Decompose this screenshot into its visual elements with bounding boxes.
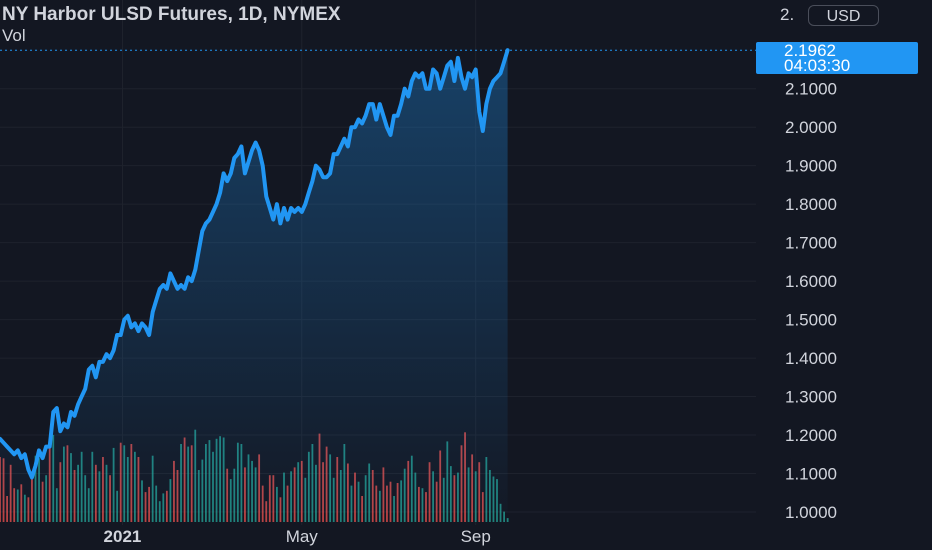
time-axis: 2021 May Sep [104,527,491,546]
price-tick-label: 1.8000 [785,195,837,214]
price-line [0,48,510,480]
bar-countdown: 04:03:30 [784,56,851,75]
price-tick-label: 1.5000 [785,311,837,330]
chart-legend: NY Harbor ULSD Futures, 1D, NYMEX Vol [2,4,341,46]
price-axis-partial-label: 2. [780,5,794,24]
price-tick-label: 1.7000 [785,234,837,253]
time-tick-label: Sep [461,527,491,546]
price-tick-label: 1.4000 [785,349,837,368]
currency-button[interactable]: USD [808,5,879,26]
price-tick-label: 1.9000 [785,157,837,176]
volume-indicator-label[interactable]: Vol [2,26,26,45]
volume-bar [506,518,509,522]
price-tick-label: 2.1000 [785,80,837,99]
price-tick-label: 1.1000 [785,465,837,484]
price-tick-label: 2.0000 [785,118,837,137]
price-area-fill [0,50,508,512]
time-tick-label: 2021 [104,527,142,546]
volume-bar [499,503,502,522]
volume-bar [503,511,505,522]
price-tick-label: 1.6000 [785,272,837,291]
last-price-tag: 2.1962 04:03:30 [756,42,918,74]
time-tick-label: May [286,527,319,546]
price-axis: 1.0000 1.1000 1.2000 1.3000 1.4000 1.5000 1.60… [785,80,837,522]
price-tick-label: 1.2000 [785,426,837,445]
price-tick-label: 1.3000 [785,388,837,407]
last-price-value: 2.1962 [784,41,836,60]
price-tick-label: 1.0000 [785,503,837,522]
symbol-title[interactable]: NY Harbor ULSD Futures, 1D, NYMEX [2,4,341,25]
